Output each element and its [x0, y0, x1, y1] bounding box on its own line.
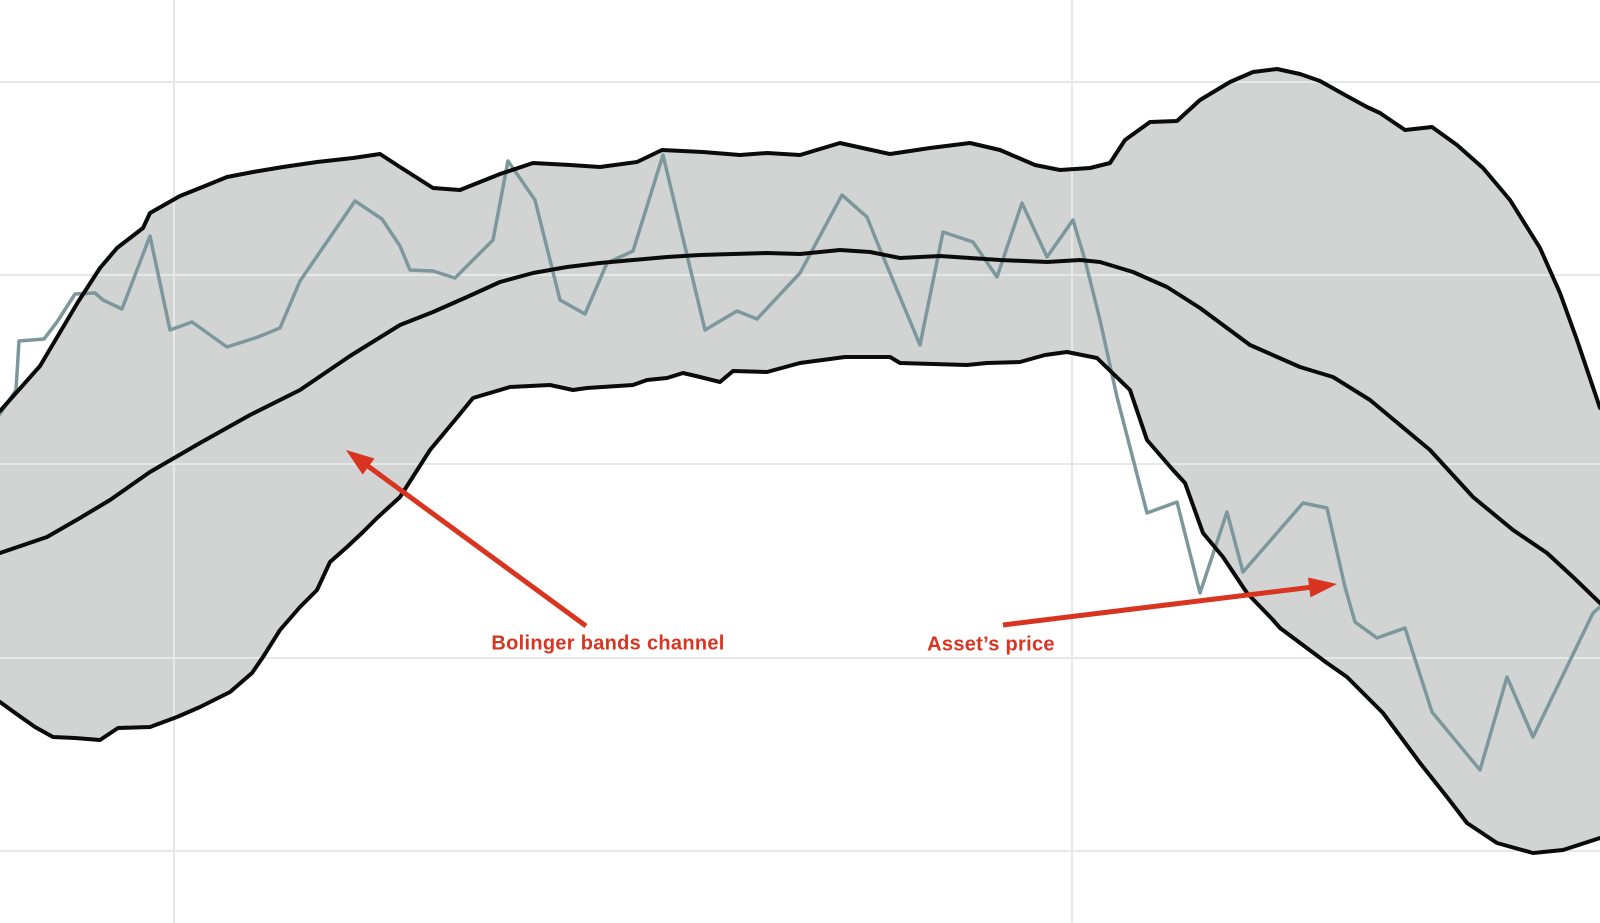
annotation-label-asset-price: Asset’s price [927, 633, 1055, 656]
lower-band-line [0, 350, 1600, 855]
annotation-arrowhead-bollinger-channel [346, 450, 375, 475]
annotation-label-bollinger-channel: Bolinger bands channel [491, 632, 725, 655]
annotation-arrow-line-bollinger-channel [362, 460, 588, 629]
bollinger-band-fill [0, 69, 1600, 853]
upper-band-line [0, 67, 1600, 413]
middle-band-line [0, 248, 1600, 605]
price-line [0, 153, 1600, 772]
annotation-arrowhead-asset-price [1307, 577, 1337, 598]
annotation-arrow-line-asset-price [1002, 584, 1316, 628]
